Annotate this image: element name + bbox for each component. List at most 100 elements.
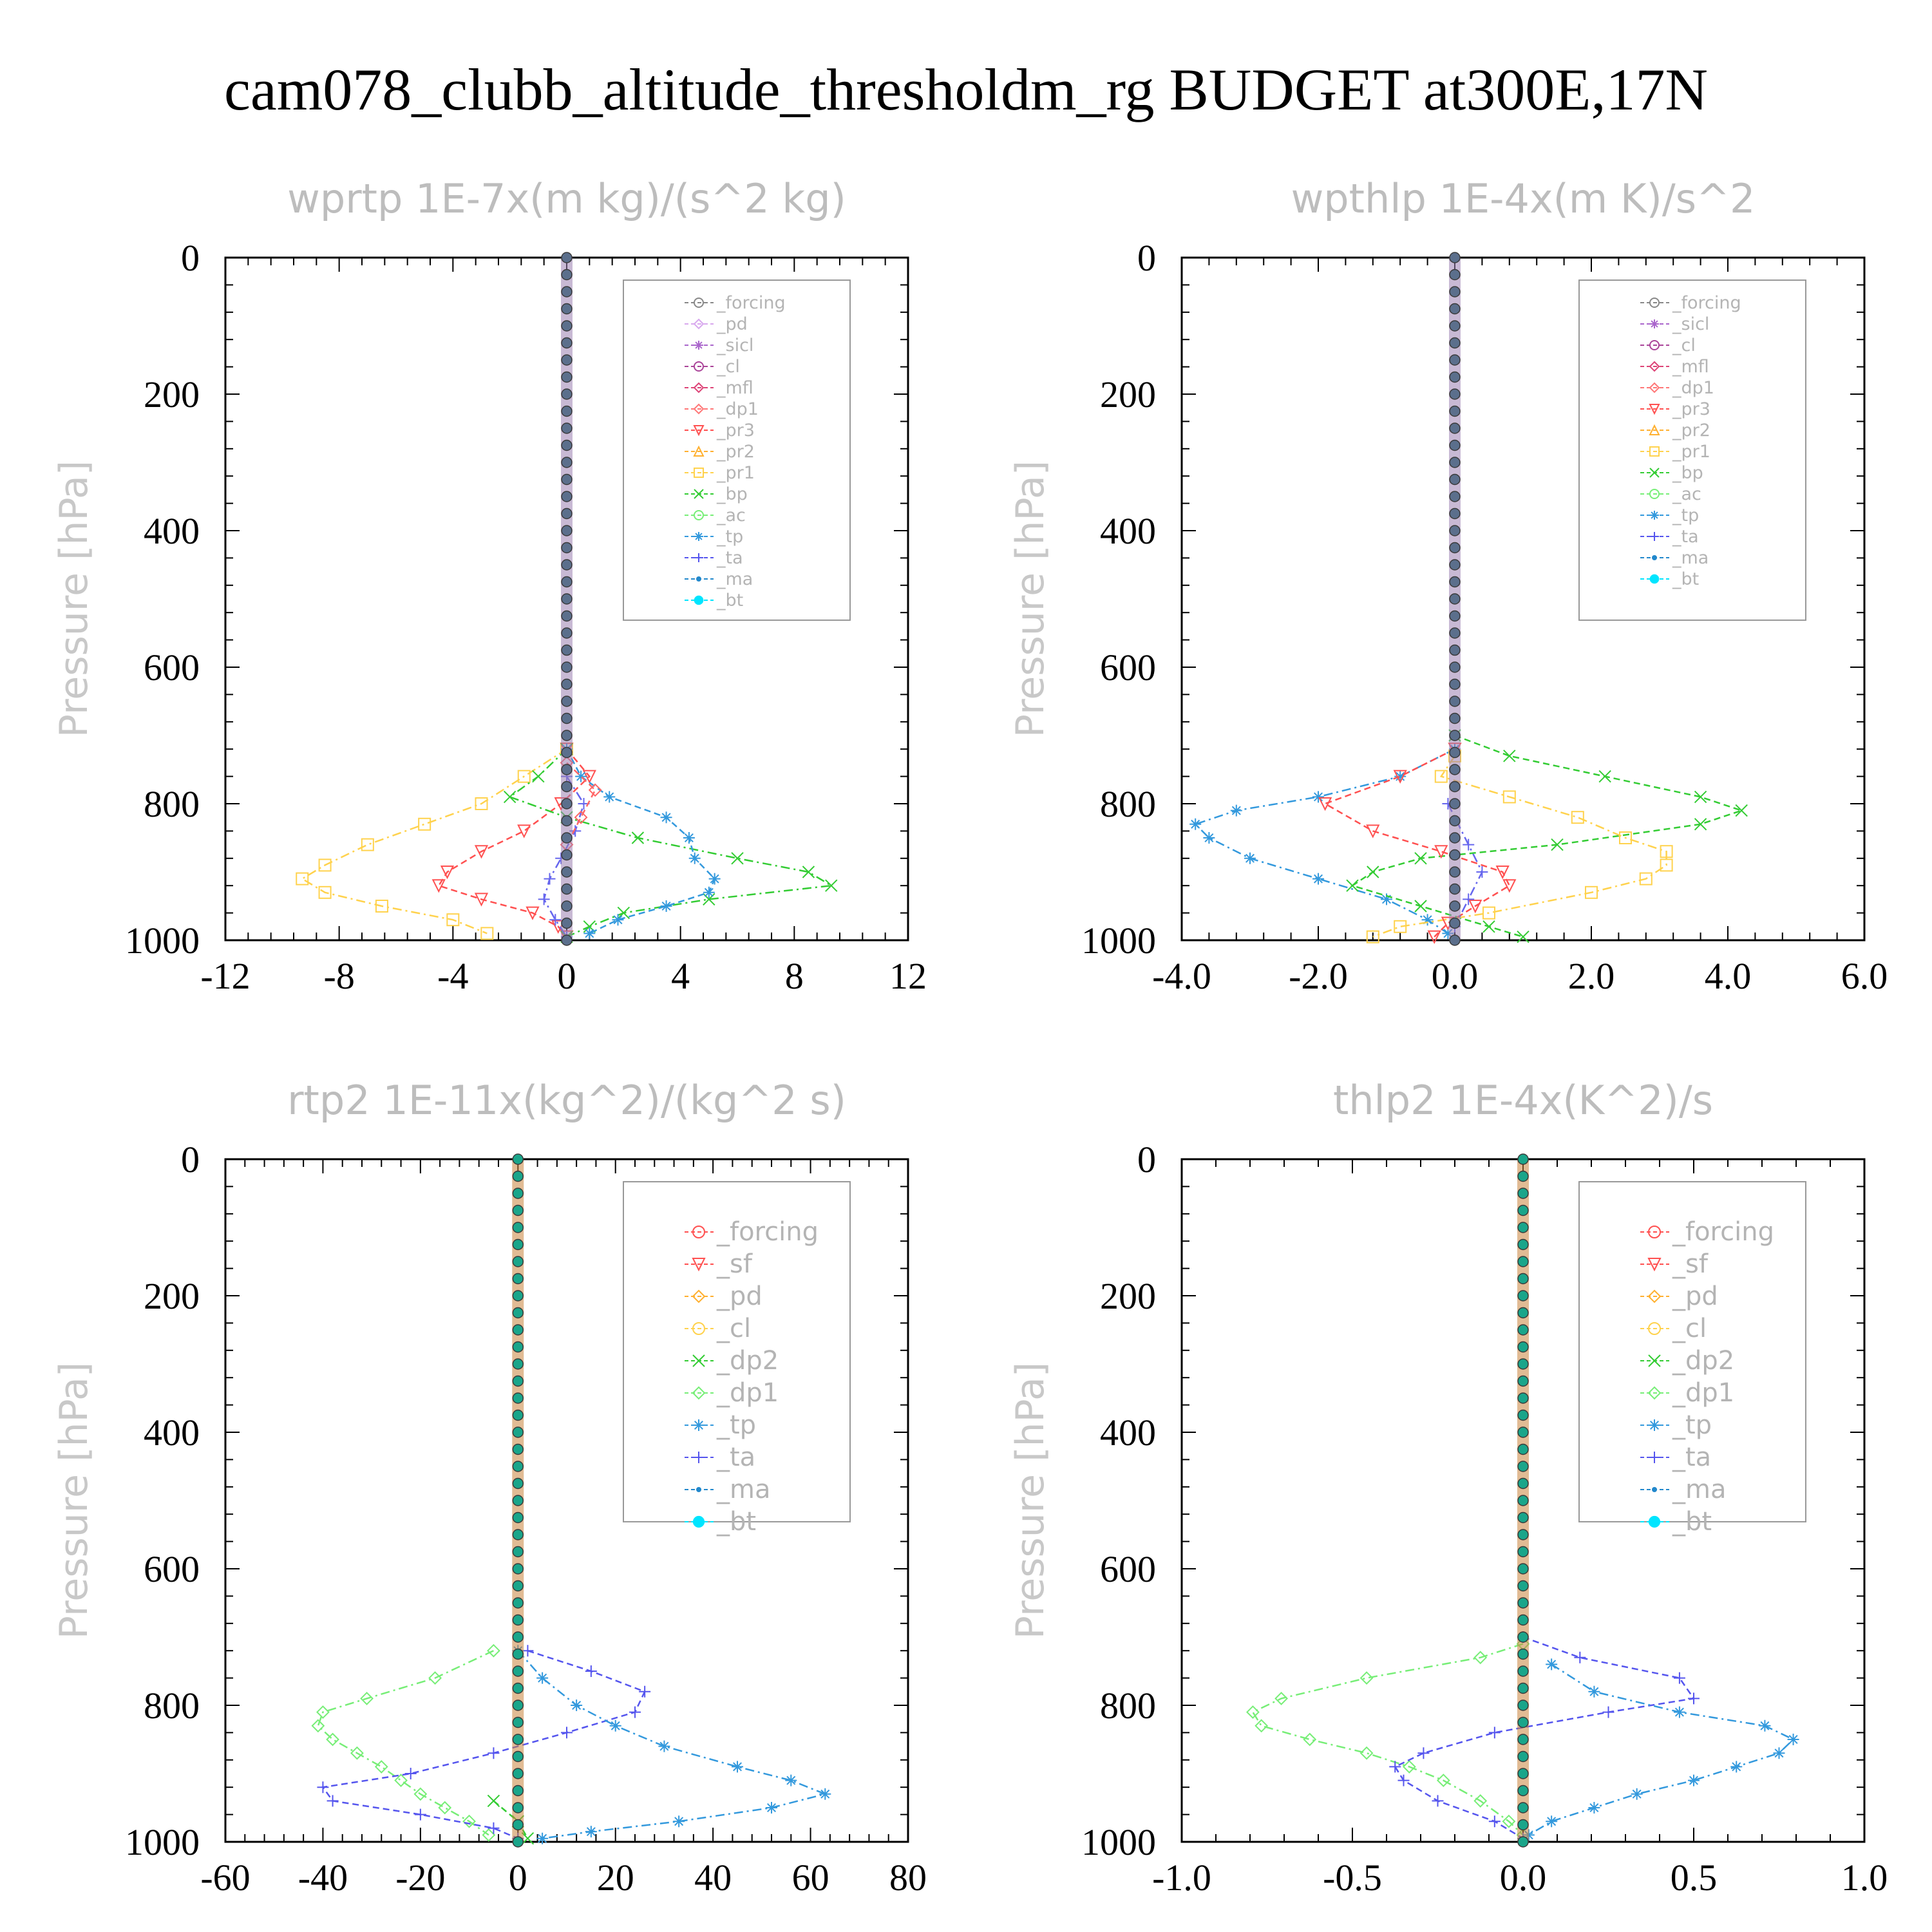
legend-box — [1578, 1181, 1806, 1522]
zero-profile-marker — [561, 439, 573, 451]
legend-item: _ta — [1640, 1443, 1711, 1472]
legend-marker — [694, 532, 703, 541]
data-point — [617, 906, 630, 920]
legend-label: _forcing — [716, 1217, 819, 1247]
series-ta — [1442, 798, 1488, 933]
legend-label: _tp — [716, 527, 743, 547]
data-point — [660, 900, 672, 912]
data-point — [1546, 1815, 1558, 1828]
data-point — [1381, 893, 1392, 905]
legend-marker — [1648, 1515, 1661, 1528]
data-point — [660, 811, 672, 824]
data-point — [1359, 1746, 1374, 1760]
series-pr3 — [1318, 743, 1517, 944]
zero-profile-marker — [1449, 337, 1461, 349]
legend-label: _bt — [1672, 1507, 1712, 1537]
legend-label: _sicl — [716, 336, 753, 355]
zero-profile-marker — [1517, 1529, 1529, 1540]
data-point — [1631, 1788, 1643, 1800]
zero-profile-marker — [1517, 1580, 1529, 1592]
y-tick-label: 0 — [1137, 237, 1156, 279]
data-point — [1660, 858, 1673, 872]
data-point — [585, 1826, 597, 1838]
data-point — [536, 1672, 549, 1684]
zero-profile-marker — [1449, 849, 1461, 861]
y-tick-label: 1000 — [125, 920, 200, 961]
data-point — [1660, 845, 1673, 858]
legend-marker — [1652, 555, 1657, 560]
data-point — [1359, 1671, 1374, 1685]
legend-marker — [694, 553, 703, 562]
data-point — [1694, 818, 1707, 831]
data-point — [1673, 1672, 1685, 1684]
legend-item: _tp — [685, 1410, 756, 1440]
zero-profile-marker — [561, 491, 573, 502]
x-tick-label: 0.0 — [1432, 955, 1479, 997]
legend-label: _forcing — [1672, 1217, 1774, 1247]
y-tick-label: 1000 — [1081, 920, 1156, 961]
data-point — [1421, 914, 1434, 926]
legend-marker — [1649, 468, 1660, 478]
data-point — [350, 1746, 364, 1760]
legend-marker — [694, 298, 704, 308]
legend-label: _ma — [1672, 1475, 1726, 1504]
zero-profile-marker — [1517, 1546, 1529, 1558]
data-point — [588, 783, 602, 797]
data-point — [522, 1645, 534, 1657]
legend-label: _pr2 — [716, 442, 755, 462]
zero-profile-marker — [1449, 405, 1461, 417]
zero-profile-marker — [512, 1648, 524, 1660]
data-point — [418, 817, 431, 831]
data-point — [394, 1774, 408, 1788]
zero-profile-marker — [512, 1392, 524, 1404]
data-point — [404, 1768, 417, 1779]
zero-profile-marker — [1449, 388, 1461, 400]
legend-item: _pd — [685, 1282, 762, 1311]
legend-item: _cl — [685, 1314, 751, 1343]
legend-marker — [693, 445, 705, 457]
zero-profile-marker — [512, 1563, 524, 1575]
series-pr1 — [1366, 749, 1673, 943]
data-point — [1402, 1759, 1416, 1774]
legend-marker — [693, 318, 705, 330]
legend-marker — [1649, 382, 1660, 393]
legend-marker — [696, 1487, 701, 1492]
y-tick-label: 200 — [1100, 374, 1156, 415]
legend-item: _mfl — [685, 378, 753, 398]
data-point — [766, 1802, 777, 1814]
zero-profile-marker — [1517, 1375, 1529, 1387]
legend-item: _ma — [685, 569, 753, 589]
zero-profile-marker — [1517, 1836, 1529, 1848]
legend-label: _pr3 — [716, 421, 755, 440]
zero-profile-marker — [561, 593, 573, 605]
zero-profile-marker — [561, 252, 573, 263]
zero-profile-marker — [1517, 1802, 1529, 1814]
series-bp — [1346, 729, 1748, 943]
zero-profile-marker — [1517, 1819, 1529, 1831]
legend: _forcing_sicl_cl_mfl_dp1_pr3_pr2_pr1_bp_… — [1578, 279, 1806, 621]
x-tick-label: 4.0 — [1705, 955, 1752, 997]
zero-profile-marker — [1517, 1409, 1529, 1421]
data-point — [1588, 1802, 1600, 1814]
data-point — [326, 1732, 339, 1747]
data-point — [316, 1705, 330, 1719]
legend-marker — [1649, 361, 1660, 372]
series-line — [437, 748, 591, 938]
zero-profile-marker — [1517, 1341, 1529, 1353]
legend-marker — [693, 382, 705, 393]
legend-label: _tp — [716, 1410, 756, 1440]
legend-marker — [692, 1354, 705, 1367]
data-point — [1417, 1747, 1430, 1759]
data-point — [1735, 804, 1748, 817]
data-point — [318, 858, 332, 872]
legend-label: _dp1 — [1672, 378, 1714, 398]
data-point — [561, 1727, 573, 1739]
zero-profile-marker — [561, 473, 573, 486]
legend-label: _bt — [716, 591, 743, 611]
legend-marker — [1648, 1226, 1661, 1238]
data-point — [1502, 790, 1516, 804]
data-point — [819, 1788, 831, 1800]
zero-profile-marker — [1517, 1238, 1529, 1251]
zero-profile-marker — [1449, 354, 1461, 366]
legend-item: _ta — [685, 548, 743, 568]
